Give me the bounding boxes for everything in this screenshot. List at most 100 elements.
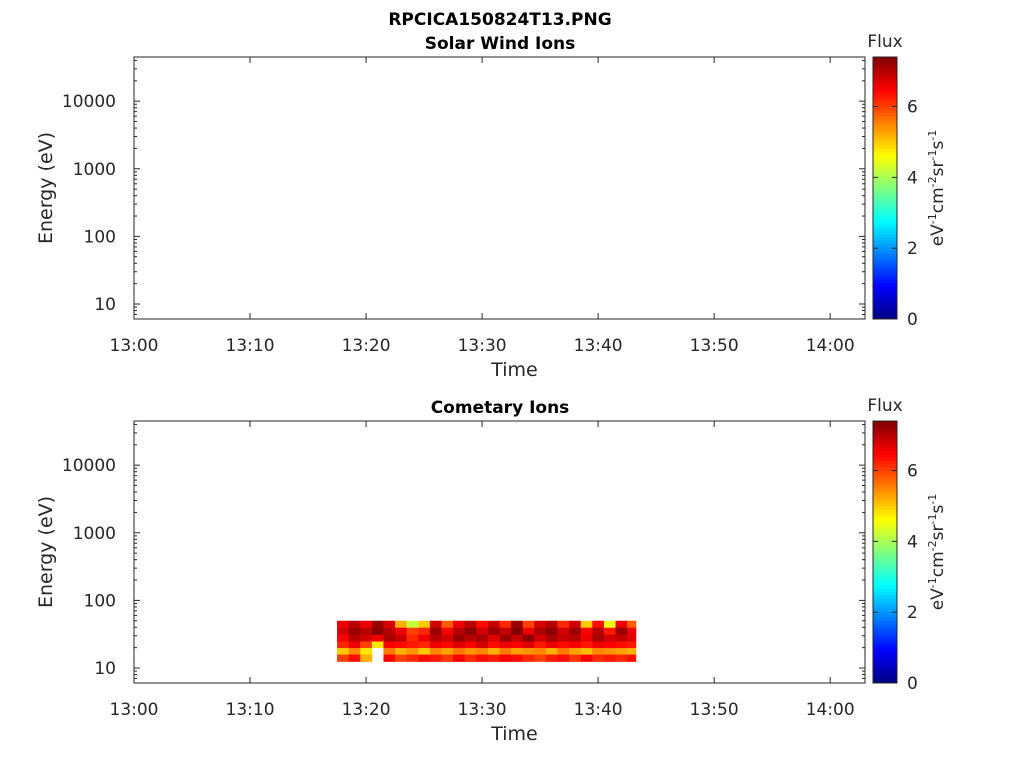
heatmap-cell [615,641,628,649]
heatmap-cell [441,620,454,628]
colorbar-tick-label: 0 [907,674,918,694]
colorbar-tick-label: 2 [907,603,918,623]
heatmap-cell [499,654,512,662]
colorbar-segment [873,525,897,530]
plot-frame [133,56,866,320]
heatmap-cell [441,641,454,649]
heatmap-cell [464,641,477,649]
colorbar-segment [873,496,897,501]
colorbar-segment [873,424,897,429]
colorbar-segment [873,302,897,307]
colorbar-segment [873,614,897,618]
colorbar-segment [873,181,897,186]
y-axis-label: Energy (eV) [35,132,57,244]
heatmap-cell [557,647,570,655]
heatmap-cell [406,627,419,635]
colorbar-segment [873,660,897,664]
colorbar-segment [873,493,897,497]
x-tick-label: 14:00 [806,700,855,720]
colorbar-segment [873,594,897,599]
colorbar-segment [873,207,897,212]
x-axis-label: Time [490,723,538,745]
heatmap-cell [557,634,570,642]
colorbar-segment [873,289,897,294]
colorbar-segment [873,502,897,507]
colorbar-segment [873,607,897,612]
heatmap-cell [511,647,524,655]
colorbar-segment [873,217,897,222]
heatmap-cell [383,634,396,642]
colorbar-segment [873,89,897,94]
heatmap-cell [603,654,616,662]
colorbar-segment [873,312,897,317]
heatmap-cell [418,641,431,649]
colorbar-segment [873,171,897,176]
colorbar-segment [873,214,897,218]
x-tick-label: 13:30 [458,336,507,356]
heatmap-cell [627,627,637,635]
y-tick-label: 1000 [73,160,116,180]
heatmap-cell [580,654,593,662]
colorbar-segment [873,161,897,166]
colorbar-segment [873,194,897,199]
heatmap-cell [534,654,547,662]
plot-frame [133,420,866,684]
colorbar-segment [873,646,897,651]
colorbar-segment [873,66,897,71]
colorbar-segment [873,653,897,658]
heatmap-cell [429,654,442,662]
heatmap-cell [395,647,408,655]
colorbar-segment [873,184,897,189]
colorbar-segment [873,673,897,677]
heatmap-cell [569,634,582,642]
colorbar-segment [873,633,897,638]
heatmap-cell [557,627,570,635]
colorbar-segment [873,250,897,254]
colorbar-segment [873,96,897,101]
heatmap-cell [522,620,535,628]
colorbar-segment [873,447,897,451]
heatmap-cell [627,647,637,655]
colorbar-segment [873,489,897,494]
colorbar-segment [873,122,897,127]
heatmap-cell [487,647,500,655]
colorbar-segment [873,499,897,504]
colorbar-frame [872,56,898,320]
colorbar-segment [873,650,897,655]
x-tick-label: 13:00 [110,336,159,356]
heatmap-cell [395,634,408,642]
heatmap-cell [337,634,350,642]
heatmap-cell [395,654,408,662]
colorbar-segment [873,174,897,179]
heatmap-cell [545,634,558,642]
unit-exponent: -1 [926,577,939,588]
panel-1-title: Solar Wind Ions [425,34,576,54]
colorbar-segment [873,535,897,540]
heatmap-cell [441,634,454,642]
colorbar-segment [873,479,897,484]
colorbar-segment [873,571,897,576]
heatmap-cell [429,620,442,628]
colorbar-title: Flux [867,396,902,416]
heatmap-cell [429,634,442,642]
heatmap-cell [603,647,616,655]
heatmap-cell [476,641,489,649]
colorbar-segment [873,145,897,150]
colorbar-segment [873,542,897,546]
colorbar-segment [873,624,897,628]
x-tick-label: 13:30 [458,700,507,720]
colorbar-segment [873,99,897,104]
colorbar-segment [873,112,897,117]
colorbar-segment [873,663,897,668]
heatmap-cell [487,627,500,635]
x-axis-label: Time [490,359,538,381]
colorbar-segment [873,165,897,169]
colorbar-segment [873,617,897,622]
colorbar-segment [873,292,897,297]
colorbar-segment [873,460,897,465]
colorbar-segment [873,132,897,137]
heatmap-cell [499,634,512,642]
heatmap-cell [592,647,605,655]
heatmap-cell [395,620,408,628]
